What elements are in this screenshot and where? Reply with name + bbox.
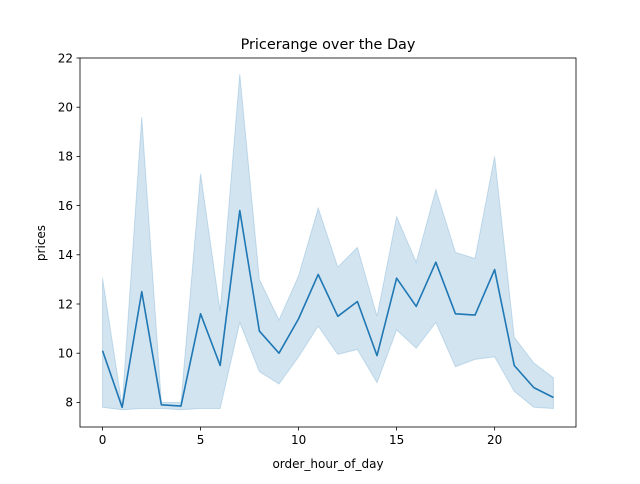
y-tick-label: 20 (58, 101, 73, 115)
x-axis: 0 5 10 15 20 (99, 427, 502, 447)
series-line-layer (101, 209, 554, 409)
x-tick-label: 10 (291, 433, 306, 447)
y-tick-label: 22 (58, 51, 73, 65)
plot-area-frame (79, 57, 577, 428)
confidence-band-layer (102, 73, 554, 411)
y-axis-label: prices (34, 225, 48, 261)
chart-title: Pricerange over the Day (241, 37, 416, 53)
y-tick-label: 16 (58, 199, 73, 213)
y-tick-label: 10 (58, 347, 73, 361)
confidence-band (102, 73, 554, 411)
x-tick-label: 15 (389, 433, 404, 447)
x-tick-label: 0 (99, 433, 107, 447)
y-tick-label: 14 (58, 248, 73, 262)
y-tick-label: 12 (58, 297, 73, 311)
series-line (101, 209, 554, 409)
x-axis-label: order_hour_of_day (272, 457, 383, 471)
y-tick-label: 18 (58, 150, 73, 164)
y-axis: 8 10 12 14 16 18 20 22 (58, 51, 80, 410)
x-tick-label: 20 (487, 433, 502, 447)
x-tick-label: 5 (197, 433, 205, 447)
y-tick-label: 8 (65, 396, 73, 410)
